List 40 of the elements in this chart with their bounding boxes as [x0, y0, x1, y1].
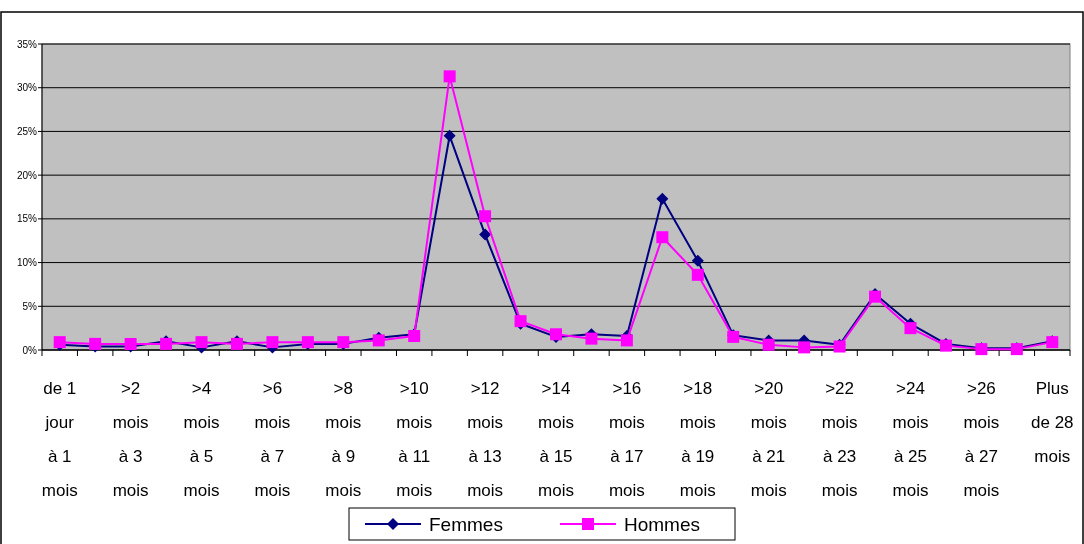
y-tick-label: 15%: [16, 213, 38, 225]
point: [479, 228, 492, 241]
point: [195, 336, 208, 349]
point: [762, 338, 775, 351]
y-tick-label: 0%: [22, 344, 38, 356]
legend-label: Hommes: [624, 513, 701, 535]
x-tick-label: >20 mois à 21 mois: [750, 379, 787, 500]
point: [620, 334, 633, 347]
y-tick-label: 35%: [16, 38, 38, 50]
point: [585, 332, 598, 345]
x-tick-label: >16 mois à 17 mois: [608, 379, 645, 500]
y-tick-label: 5%: [22, 300, 38, 312]
x-tick-label: >12 mois à 13 mois: [467, 379, 504, 500]
x-tick-label: Plus de 28 mois: [1031, 379, 1074, 466]
point: [479, 210, 492, 223]
y-tick-label: 20%: [16, 169, 38, 181]
x-tick-label: >18 mois à 19 mois: [679, 379, 716, 500]
x-tick-label: >26 mois à 27 mois: [963, 379, 1000, 500]
point: [443, 70, 456, 83]
y-tick-label: 10%: [16, 257, 38, 269]
point: [691, 268, 704, 281]
x-tick-label: >6 mois à 7 mois: [254, 379, 291, 500]
point: [904, 322, 917, 335]
x-tick-label: >14 mois à 15 mois: [538, 379, 574, 500]
point: [798, 341, 811, 354]
x-tick-label: >2 mois à 3 mois: [112, 379, 149, 500]
y-tick-label: 30%: [16, 82, 38, 94]
x-tick-label: >24 mois à 25 mois: [892, 379, 929, 500]
point: [691, 254, 704, 267]
x-tick-label: >8 mois à 9 mois: [325, 379, 362, 500]
point: [656, 192, 669, 205]
point: [266, 336, 279, 349]
x-tick-label: >22 mois à 23 mois: [821, 379, 858, 500]
point: [443, 129, 456, 142]
x-tick-label: >4 mois à 5 mois: [183, 379, 220, 500]
x-tick-label: de 1 jour à 1 mois: [41, 379, 78, 500]
point: [656, 231, 669, 244]
y-tick-label: 25%: [16, 125, 38, 137]
x-tick-label: >10 mois à 11 mois: [396, 379, 433, 500]
legend-label: Femmes: [429, 513, 503, 535]
